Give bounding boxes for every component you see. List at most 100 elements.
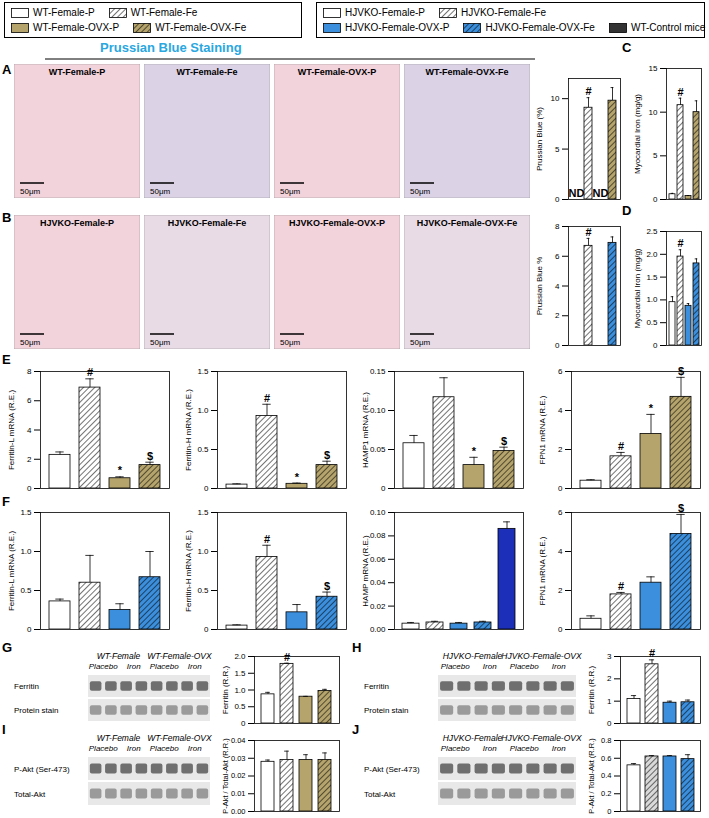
svg-text:0.01: 0.01 xyxy=(231,789,246,798)
svg-text:Myocardial Iron (mg/g): Myocardial Iron (mg/g) xyxy=(633,94,642,174)
svg-text:#: # xyxy=(618,580,624,592)
svg-text:HJVKO-Female-OVX: HJVKO-Female-OVX xyxy=(501,651,582,661)
svg-text:50μm: 50μm xyxy=(150,187,171,196)
svg-text:WT-Female-Fe: WT-Female-Fe xyxy=(176,67,237,77)
svg-text:Myocardial Iron (mg/g): Myocardial Iron (mg/g) xyxy=(633,248,642,328)
svg-text:HJVKO-Female: HJVKO-Female xyxy=(443,651,503,661)
svg-text:1.0: 1.0 xyxy=(197,406,209,415)
svg-text:0.05: 0.05 xyxy=(370,445,386,454)
svg-text:0.15: 0.15 xyxy=(370,367,386,376)
svg-text:Placebo: Placebo xyxy=(150,744,179,753)
svg-text:WT-Female-OVX-P: WT-Female-OVX-P xyxy=(298,67,377,77)
svg-text:2.0: 2.0 xyxy=(234,652,246,661)
svg-text:50μm: 50μm xyxy=(20,187,41,196)
svg-text:1.5: 1.5 xyxy=(197,508,209,517)
svg-text:8: 8 xyxy=(27,367,32,376)
svg-text:8: 8 xyxy=(555,222,560,231)
svg-text:0.00: 0.00 xyxy=(231,807,246,816)
svg-text:Placebo: Placebo xyxy=(89,744,118,753)
svg-text:0: 0 xyxy=(558,625,563,634)
svg-text:*: * xyxy=(649,402,654,414)
svg-text:1.5: 1.5 xyxy=(197,367,209,376)
svg-text:Total-Akt: Total-Akt xyxy=(364,790,396,799)
svg-text:Ferritin-H mRNA (R.E.): Ferritin-H mRNA (R.E.) xyxy=(184,389,193,471)
svg-text:$: $ xyxy=(678,365,684,377)
svg-text:P-Akt / Total-Akt (R.R.): P-Akt / Total-Akt (R.R.) xyxy=(587,738,596,814)
svg-text:#: # xyxy=(264,392,270,404)
svg-text:0.2: 0.2 xyxy=(601,789,611,798)
svg-text:Prussian Blue (%): Prussian Blue (%) xyxy=(535,107,544,171)
svg-text:WT-Female-OVX-Fe: WT-Female-OVX-Fe xyxy=(425,67,508,77)
svg-text:0.5: 0.5 xyxy=(197,445,209,454)
svg-text:WT-Female: WT-Female xyxy=(97,651,141,661)
svg-text:Protein stain: Protein stain xyxy=(14,706,58,715)
svg-text:HJVKO-Female-OVX-Fe: HJVKO-Female-OVX-Fe xyxy=(417,218,518,228)
svg-text:50μm: 50μm xyxy=(410,187,431,196)
svg-text:Iron: Iron xyxy=(188,744,202,753)
svg-text:Placebo: Placebo xyxy=(510,744,539,753)
svg-text:Prussian Blue %: Prussian Blue % xyxy=(535,257,544,316)
svg-text:15: 15 xyxy=(649,64,658,73)
svg-text:Protein stain: Protein stain xyxy=(364,706,408,715)
svg-text:0.04: 0.04 xyxy=(231,736,246,745)
svg-text:0.02: 0.02 xyxy=(370,602,386,611)
svg-text:#: # xyxy=(264,533,270,545)
svg-text:Ferritin (R.R.): Ferritin (R.R.) xyxy=(221,665,230,714)
svg-text:0.06: 0.06 xyxy=(370,555,386,564)
svg-text:2: 2 xyxy=(558,445,563,454)
svg-text:P-Akt / Total-Akt (R.R.): P-Akt / Total-Akt (R.R.) xyxy=(221,738,230,814)
svg-text:0.04: 0.04 xyxy=(370,578,386,587)
svg-text:50μm: 50μm xyxy=(280,338,301,347)
svg-text:1: 1 xyxy=(607,697,612,706)
svg-text:0.5: 0.5 xyxy=(20,586,32,595)
svg-text:50μm: 50μm xyxy=(280,187,301,196)
svg-text:5: 5 xyxy=(653,151,658,160)
svg-text:0.5: 0.5 xyxy=(234,702,246,711)
svg-text:#: # xyxy=(677,237,683,249)
svg-text:1.0: 1.0 xyxy=(197,547,209,556)
svg-text:HJVKO-Female-P: HJVKO-Female-P xyxy=(40,218,114,228)
svg-text:2.5: 2.5 xyxy=(646,227,658,236)
svg-text:Iron: Iron xyxy=(552,662,566,671)
svg-text:0.08: 0.08 xyxy=(370,531,386,540)
svg-text:0: 0 xyxy=(204,625,209,634)
svg-text:#: # xyxy=(618,440,624,452)
svg-text:WT-Female-P: WT-Female-P xyxy=(49,67,106,77)
svg-text:Total-Akt: Total-Akt xyxy=(14,790,46,799)
svg-text:Iron: Iron xyxy=(483,662,497,671)
svg-text:#: # xyxy=(649,647,655,659)
svg-text:0: 0 xyxy=(607,719,612,728)
svg-text:1.5: 1.5 xyxy=(20,508,32,517)
svg-text:Iron: Iron xyxy=(127,744,141,753)
svg-text:#: # xyxy=(87,366,93,378)
svg-text:3: 3 xyxy=(607,652,612,661)
svg-text:10: 10 xyxy=(649,108,658,117)
svg-text:10: 10 xyxy=(551,94,560,103)
svg-text:0.8: 0.8 xyxy=(601,736,611,745)
svg-text:Ferritin: Ferritin xyxy=(14,682,39,691)
svg-text:#: # xyxy=(585,226,591,238)
svg-text:4: 4 xyxy=(555,282,560,291)
svg-text:*: * xyxy=(118,464,123,476)
svg-text:2: 2 xyxy=(558,586,563,595)
svg-text:50μm: 50μm xyxy=(20,338,41,347)
svg-text:Placebo: Placebo xyxy=(441,744,470,753)
svg-text:0.10: 0.10 xyxy=(370,508,386,517)
svg-text:HJVKO-Female-Fe: HJVKO-Female-Fe xyxy=(168,218,247,228)
svg-text:6: 6 xyxy=(558,367,563,376)
svg-text:0: 0 xyxy=(555,195,560,204)
svg-text:0.03: 0.03 xyxy=(231,754,246,763)
svg-text:0: 0 xyxy=(241,719,246,728)
svg-text:0: 0 xyxy=(558,484,563,493)
svg-text:2: 2 xyxy=(555,311,560,320)
svg-text:6: 6 xyxy=(27,396,32,405)
svg-text:Ferritin-L mRNA (R.E.): Ferritin-L mRNA (R.E.) xyxy=(7,531,16,611)
svg-text:Iron: Iron xyxy=(188,662,202,671)
svg-text:Iron: Iron xyxy=(483,744,497,753)
svg-text:1.0: 1.0 xyxy=(20,547,32,556)
svg-text:HJVKO-Female: HJVKO-Female xyxy=(443,733,503,743)
svg-text:0: 0 xyxy=(204,484,209,493)
svg-text:ND: ND xyxy=(593,187,609,199)
svg-text:0.02: 0.02 xyxy=(231,771,246,780)
svg-text:1.0: 1.0 xyxy=(646,295,658,304)
